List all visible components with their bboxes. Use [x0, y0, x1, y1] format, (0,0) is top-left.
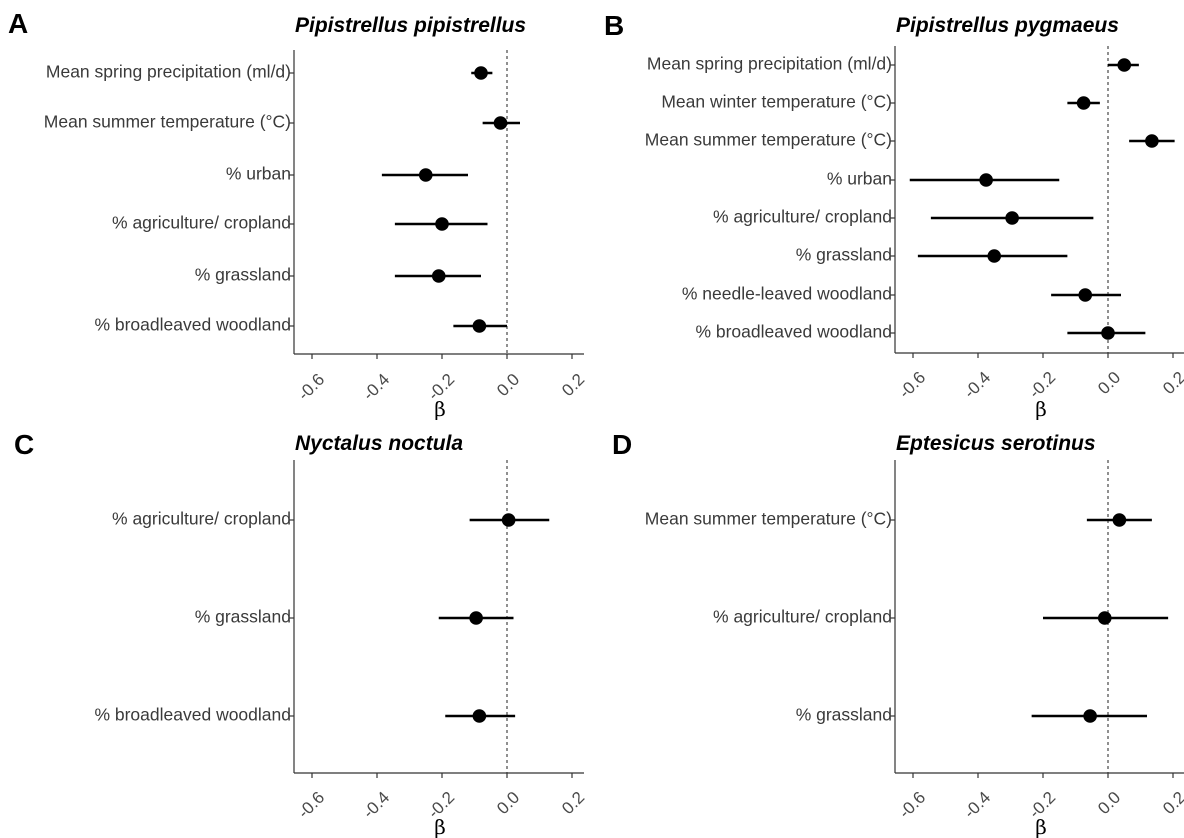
x-tick-label: 0.0 [493, 370, 523, 400]
x-tick-label: -0.6 [895, 788, 929, 822]
estimate-point [418, 168, 433, 182]
x-axis-title: β [1035, 815, 1047, 838]
x-tick-label: 0.2 [1159, 788, 1184, 818]
y-tick-label: % agriculture/ cropland [112, 213, 291, 233]
estimate-point [1112, 513, 1127, 527]
panel-d: D Eptesicus serotinus-0.6 -0.4 -0.2 0.0 0.2βM… [612, 429, 1184, 838]
x-tick-label: 0.2 [558, 370, 588, 400]
y-tick-label: % grassland [796, 245, 892, 265]
panel-c: C Nyctalus noctula-0.6 -0.4 -0.2 0.0 0.2β% ag… [14, 429, 588, 838]
x-tick-label: -0.6 [294, 788, 328, 822]
y-tick-label: % broadleaved woodland [94, 315, 291, 335]
panel-title: Eptesicus serotinus [896, 432, 1096, 455]
estimate-point [1005, 211, 1019, 225]
y-tick-label: % agriculture/ cropland [713, 607, 892, 627]
y-tick-label: % broadleaved woodland [94, 705, 291, 725]
panel-a: A Pipistrellus pipistrellus-0.6 -0.4 -0.2 0.… [8, 8, 588, 421]
x-tick-label: -0.6 [895, 368, 929, 402]
estimate-point [979, 173, 993, 187]
x-tick-label: -0.4 [359, 370, 393, 404]
x-axis-title: β [1035, 397, 1047, 421]
x-tick-label: -0.4 [960, 788, 994, 822]
estimate-point [472, 319, 487, 333]
x-tick-label: -0.4 [359, 788, 393, 822]
x-tick-label: -0.6 [294, 370, 328, 404]
x-tick-label: 0.2 [1159, 368, 1184, 398]
y-tick-label: % grassland [195, 607, 291, 627]
y-tick-label: % agriculture/ cropland [713, 207, 892, 227]
y-tick-label: % urban [226, 164, 291, 184]
panel-title: Nyctalus noctula [295, 432, 463, 455]
x-tick-label: 0.0 [1094, 788, 1124, 818]
x-tick-label: 0.2 [558, 788, 588, 818]
panel-b: B Pipistrellus pygmaeus-0.6 -0.4 -0.2 0.0 0.2… [604, 10, 1184, 421]
y-tick-label: Mean summer temperature (°C) [645, 509, 892, 529]
panel-letter: B [604, 10, 624, 41]
estimate-point [469, 611, 483, 625]
x-axis-title: β [434, 397, 446, 421]
panel-title: Pipistrellus pygmaeus [896, 14, 1119, 37]
estimate-point [474, 66, 488, 80]
estimate-point [1076, 96, 1091, 110]
x-tick-label: -0.4 [960, 368, 994, 402]
y-tick-label: % urban [827, 169, 892, 189]
estimate-point [1078, 288, 1093, 302]
y-tick-label: % broadleaved woodland [695, 322, 892, 342]
estimate-point [501, 513, 516, 527]
y-tick-label: % grassland [195, 265, 291, 285]
x-tick-label: 0.0 [1094, 368, 1124, 398]
panel-letter: D [612, 429, 632, 460]
y-tick-label: Mean spring precipitation (ml/d) [46, 62, 291, 82]
estimate-point [1117, 58, 1132, 72]
estimate-point [1083, 709, 1097, 723]
estimate-point [493, 116, 508, 130]
panel-title: Pipistrellus pipistrellus [295, 14, 526, 37]
panel-letter: C [14, 429, 34, 460]
y-tick-label: Mean summer temperature (°C) [645, 130, 892, 150]
x-axis-title: β [434, 815, 446, 838]
y-tick-label: Mean summer temperature (°C) [44, 112, 291, 132]
panel-letter: A [8, 8, 28, 39]
estimate-point [987, 249, 1002, 263]
estimate-point [1145, 134, 1159, 148]
y-tick-label: % needle-leaved woodland [682, 284, 892, 304]
estimate-point [435, 217, 449, 231]
estimate-point [1101, 326, 1115, 340]
estimate-point [431, 269, 446, 283]
y-tick-label: Mean winter temperature (°C) [661, 92, 892, 112]
y-tick-label: % agriculture/ cropland [112, 509, 291, 529]
y-tick-label: % grassland [796, 705, 892, 725]
y-tick-label: Mean spring precipitation (ml/d) [647, 54, 892, 74]
estimate-point [472, 709, 487, 723]
estimate-point [1097, 611, 1112, 625]
x-tick-label: 0.0 [493, 788, 523, 818]
